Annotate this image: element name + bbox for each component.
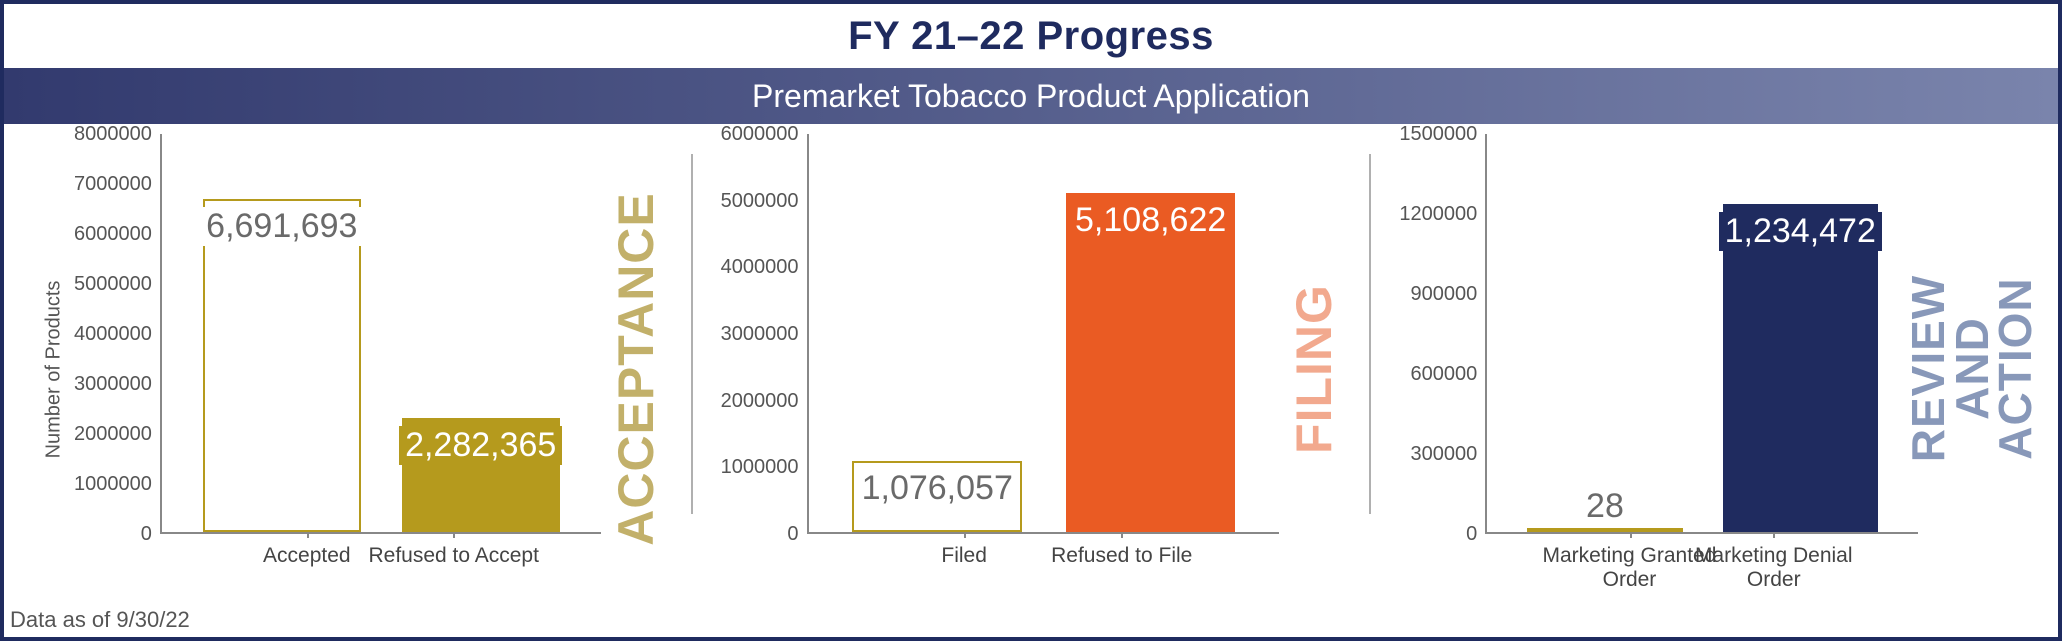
- bar: 1,234,472: [1723, 204, 1878, 532]
- panel-divider: [691, 154, 693, 514]
- y-ticks: 030000060000090000012000001500000: [1399, 134, 1485, 534]
- x-axis-label: Refused to Accept: [364, 544, 544, 568]
- bar-value-label: 6,691,693: [200, 207, 363, 246]
- y-ticks: 0100000020000003000000400000050000006000…: [721, 134, 807, 534]
- content-area: Number of Products 0100000020000003000000…: [4, 124, 2058, 637]
- y-ticks: 0100000020000003000000400000050000006000…: [74, 134, 160, 534]
- chart-column: 0100000020000003000000400000050000006000…: [721, 134, 1280, 604]
- x-labels-row: 1000000AcceptedRefused to Accept: [74, 534, 601, 604]
- panels-row: Number of Products 0100000020000003000000…: [34, 134, 2028, 604]
- side-label-wrap: REVIEW AND ACTION: [1918, 134, 2028, 604]
- chart-panel: 030000060000090000012000001500000 28 1,234…: [1391, 134, 2028, 604]
- bar: 1,076,057: [852, 461, 1021, 532]
- bars-container: 28 1,234,472: [1487, 134, 1918, 532]
- bar: 6,691,693: [203, 199, 361, 532]
- plot-row: 0100000020000003000000400000050000006000…: [721, 134, 1280, 534]
- x-axis-label: Refused to File: [1032, 544, 1212, 568]
- figure-subtitle: Premarket Tobacco Product Application: [752, 78, 1310, 115]
- y-axis-label: Number of Products: [43, 280, 66, 458]
- panel-side-label: REVIEW AND ACTION: [1907, 275, 2038, 462]
- plot-area: 6,691,693 2,282,365: [160, 134, 601, 534]
- data-as-of-note: Data as of 9/30/22: [10, 607, 190, 633]
- bar-value-label: 28: [1580, 487, 1630, 526]
- panel-divider: [1369, 154, 1371, 514]
- bar: 5,108,622: [1066, 193, 1235, 532]
- chart-column: 030000060000090000012000001500000 28 1,234…: [1399, 134, 1918, 604]
- bar: 2,282,365: [402, 418, 560, 532]
- bar-value-label: 5,108,622: [1069, 201, 1232, 240]
- panel-side-label: FILING: [1285, 284, 1343, 454]
- chart-panel: Number of Products 0100000020000003000000…: [34, 134, 671, 604]
- side-label-wrap: FILING: [1279, 134, 1349, 604]
- x-labels-row: 1000000FiledRefused to File: [721, 534, 1280, 604]
- chart-column: 0100000020000003000000400000050000006000…: [74, 134, 601, 604]
- bars-container: 1,076,057 5,108,622: [809, 134, 1280, 532]
- figure-frame: FY 21–22 Progress Premarket Tobacco Prod…: [0, 0, 2062, 641]
- plot-row: 0100000020000003000000400000050000006000…: [74, 134, 601, 534]
- plot-area: 28 1,234,472: [1485, 134, 1918, 534]
- bar-value-label: 2,282,365: [399, 426, 562, 465]
- y-axis-label-wrap: Number of Products: [34, 134, 74, 604]
- title-bar: FY 21–22 Progress: [4, 4, 2058, 68]
- side-label-wrap: ACCEPTANCE: [601, 134, 671, 604]
- plot-area: 1,076,057 5,108,622: [807, 134, 1280, 534]
- panel-side-label: ACCEPTANCE: [607, 192, 665, 546]
- x-axis-label: Filed: [874, 544, 1054, 568]
- figure-title: FY 21–22 Progress: [848, 14, 1214, 59]
- x-labels-row: 1200000Marketing Granted OrderMarketing …: [1399, 534, 1918, 604]
- y-axis-label-wrap: [713, 134, 721, 604]
- bars-container: 6,691,693 2,282,365: [162, 134, 601, 532]
- x-axis-label: Marketing Denial Order: [1684, 544, 1864, 592]
- bar-value-label: 1,234,472: [1719, 212, 1882, 251]
- bar-value-label: 1,076,057: [856, 469, 1019, 508]
- subtitle-bar: Premarket Tobacco Product Application: [4, 68, 2058, 124]
- plot-row: 030000060000090000012000001500000 28 1,234…: [1399, 134, 1918, 534]
- chart-panel: 0100000020000003000000400000050000006000…: [713, 134, 1350, 604]
- y-axis-label-wrap: [1391, 134, 1399, 604]
